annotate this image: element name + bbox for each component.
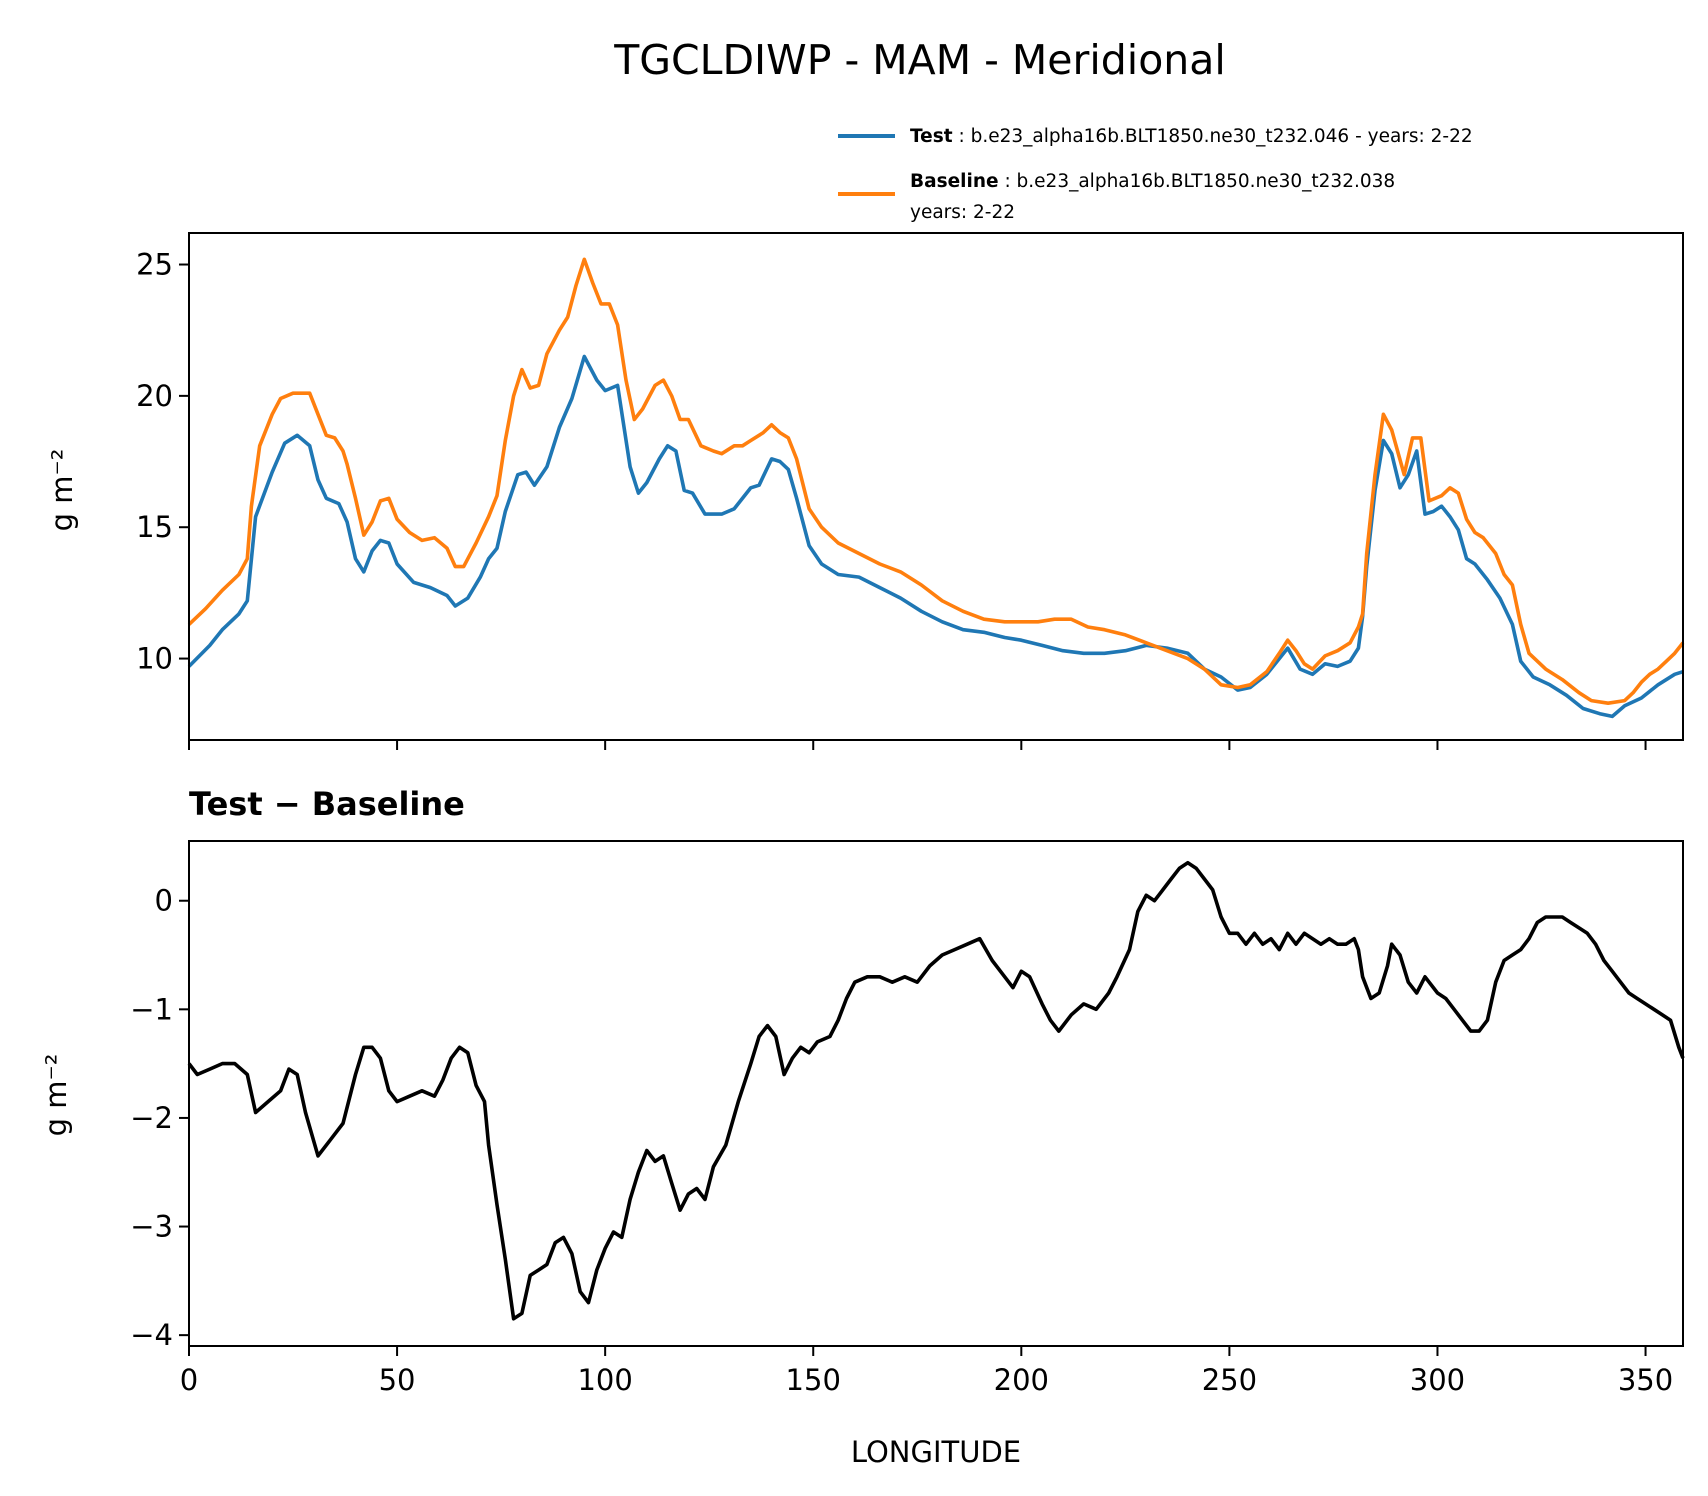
bottom-series (187, 860, 1685, 1321)
bottom-ticks: 0 50 100 150 200 250 300 350 −4 −3 −2 −1 0 (130, 884, 1673, 1397)
xtick-label: 0 (180, 1363, 198, 1397)
bottom-ylabel: g m⁻² (39, 1054, 73, 1137)
top-ticks: 10 15 20 25 (136, 248, 1647, 750)
legend-baseline-entry: Baseline : b.e23_alpha16b.BLT1850.ne30_t… (910, 171, 1395, 192)
xtick-label: 50 (379, 1363, 416, 1397)
top-plot: 10 15 20 25 g m⁻² (45, 232, 1685, 750)
legend-test-label: Test (910, 126, 953, 147)
top-ytick-label: 20 (136, 379, 173, 413)
x-axis-label: LONGITUDE (851, 1435, 1021, 1469)
top-ytick-label: 10 (136, 642, 173, 676)
legend-baseline-label: Baseline (910, 171, 999, 192)
legend-test-entry: Test : b.e23_alpha16b.BLT1850.ne30_t232.… (910, 126, 1473, 147)
bottom-ytick-label: −1 (130, 992, 173, 1026)
top-ytick-label: 15 (136, 510, 173, 544)
bottom-ytick-label: −2 (130, 1101, 173, 1135)
legend-baseline-text2: years: 2-22 (910, 202, 1015, 223)
bottom-ytick-label: −3 (130, 1210, 173, 1244)
bottom-subtitle: Test − Baseline (189, 785, 465, 823)
xtick-label: 350 (1618, 1363, 1673, 1397)
bottom-ytick-label: −4 (130, 1318, 173, 1352)
xtick-label: 300 (1410, 1363, 1465, 1397)
series-line-baseline (187, 257, 1685, 705)
bottom-axes-frame (188, 840, 1684, 1347)
xtick-label: 100 (577, 1363, 632, 1397)
top-series (187, 257, 1685, 719)
bottom-ytick-label: 0 (155, 884, 173, 918)
legend: Test : b.e23_alpha16b.BLT1850.ne30_t232.… (838, 126, 1473, 223)
legend-test-text: : b.e23_alpha16b.BLT1850.ne30_t232.046 -… (958, 126, 1472, 147)
legend-baseline-text: : b.e23_alpha16b.BLT1850.ne30_t232.038 (1004, 171, 1395, 192)
series-line-test (187, 354, 1684, 719)
xtick-label: 250 (1202, 1363, 1257, 1397)
bottom-plot: Test − Baseline 0 50 100 150 200 250 300 350 −4 −… (39, 785, 1685, 1469)
top-ytick-label: 25 (136, 248, 173, 282)
top-ylabel: g m⁻² (45, 449, 79, 532)
figure-title: TGCLDIWP - MAM - Meridional (613, 36, 1226, 84)
xtick-label: 150 (786, 1363, 841, 1397)
series-line-test-baseline (187, 860, 1685, 1321)
top-axes-frame (188, 232, 1684, 741)
xtick-label: 200 (994, 1363, 1049, 1397)
